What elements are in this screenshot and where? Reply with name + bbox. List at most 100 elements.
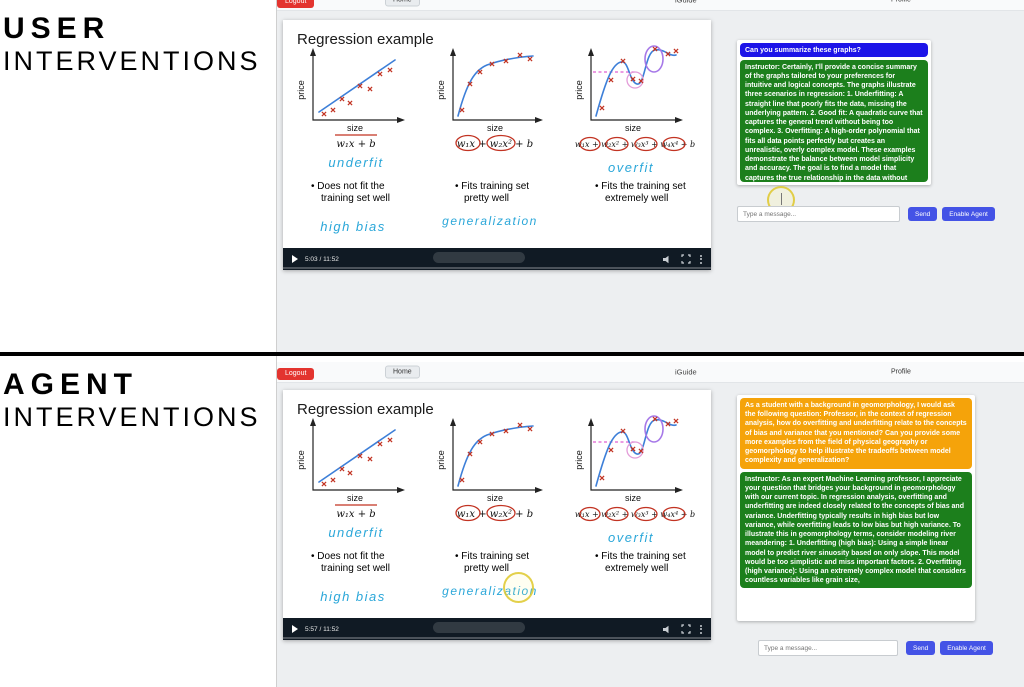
data-points xyxy=(599,416,679,481)
red-circle-annotations xyxy=(579,506,686,522)
purple-circle-annotation xyxy=(644,415,664,443)
y-axis-label: price xyxy=(296,450,306,470)
play-icon[interactable] xyxy=(292,625,298,633)
video-player: Regression example price size w₁x + b un… xyxy=(283,20,711,270)
overfit-label: overfit xyxy=(608,160,654,175)
enable-agent-button[interactable]: Enable Agent xyxy=(940,641,993,655)
instructor-chat-message: Instructor: Certainly, I'll provide a co… xyxy=(740,59,928,182)
menu-dots-icon[interactable] xyxy=(700,624,702,634)
top-navbar: Home iGuide Profile Logout xyxy=(277,362,1024,383)
y-axis-label: price xyxy=(574,450,584,470)
x-axis-label: size xyxy=(347,493,363,503)
red-circle-annotations xyxy=(455,504,516,522)
formula-quadratic: w₁x + w₂x² + b xyxy=(457,509,533,520)
generalization-label: generalization xyxy=(442,214,538,228)
quadratic-fit-curve xyxy=(457,55,534,117)
play-icon[interactable] xyxy=(292,255,298,263)
bullet-text: • Fits training set xyxy=(455,181,529,192)
annotation-highlight-ring xyxy=(503,572,534,603)
chat-history: Can you summarize these graphs? Instruct… xyxy=(737,40,931,185)
lecture-slide: Regression example price size w₁x + b un… xyxy=(296,401,695,604)
iguide-app-screenshot: Home iGuide Profile Logout Regression ex… xyxy=(277,356,1024,687)
send-button[interactable]: Send xyxy=(908,207,938,221)
wiggly-fit-curve xyxy=(595,48,677,117)
data-points xyxy=(599,46,679,111)
agent-interventions-panel: AGENT INTERVENTIONS Home iGuide Profile … xyxy=(0,356,1024,687)
bullet-text: training set well xyxy=(321,193,390,204)
message-input[interactable] xyxy=(758,640,898,656)
controls-right-cluster xyxy=(662,618,702,640)
message-composer: Send Enable Agent xyxy=(737,206,995,222)
bullet-text: extremely well xyxy=(605,193,668,204)
iguide-app-screenshot: Home iGuide Profile Logout Regression ex… xyxy=(277,0,1024,352)
high-bias-label: high bias xyxy=(320,589,386,604)
bullet-text: • Does not fit the xyxy=(311,181,385,192)
nav-profile-link[interactable]: Profile xyxy=(891,368,911,376)
data-points xyxy=(321,67,393,117)
overfit-label: overfit xyxy=(608,530,654,545)
message-composer: Send Enable Agent xyxy=(758,640,993,656)
video-frame[interactable]: Regression example price size w₁x + b un… xyxy=(283,20,711,248)
nav-home-button[interactable]: Home xyxy=(385,0,420,7)
high-bias-label: high bias xyxy=(320,219,386,234)
controls-right-cluster xyxy=(662,248,702,270)
caption-overlay xyxy=(433,252,525,263)
overfit-graph: price size w₁x + w₂x² + w₃x³ + w₄x⁴ + b … xyxy=(574,415,695,574)
formula-linear: w₁x + b xyxy=(336,139,375,150)
menu-dots-icon[interactable] xyxy=(700,254,702,264)
pink-circle-annotation xyxy=(626,441,644,459)
bullet-text: extremely well xyxy=(605,563,668,574)
bullet-text: • Fits training set xyxy=(455,551,529,562)
user-interventions-panel: USER INTERVENTIONS Home iGuide Profile L… xyxy=(3,0,1024,352)
panel-caption-subtitle: INTERVENTIONS xyxy=(3,45,261,76)
text-cursor-icon xyxy=(781,193,782,205)
x-axis-label: size xyxy=(487,123,503,133)
message-input[interactable] xyxy=(737,206,900,222)
overfit-graph: price size w₁x + w₂x² + w₃x³ + w₄x⁴ + b … xyxy=(574,45,695,204)
bullet-text: training set well xyxy=(321,563,390,574)
data-points xyxy=(321,437,393,487)
quadratic-fit-curve xyxy=(457,425,534,487)
panel-caption-subtitle: INTERVENTIONS xyxy=(3,401,261,432)
agent-chat-message: As a student with a background in geomor… xyxy=(740,398,972,469)
top-navbar: Home iGuide Profile Logout xyxy=(277,0,1024,11)
progress-bar[interactable] xyxy=(283,637,711,639)
red-circle-annotations xyxy=(579,136,686,152)
bullet-text: • Fits the training set xyxy=(595,181,686,192)
logout-button[interactable]: Logout xyxy=(277,0,315,8)
underfit-label: underfit xyxy=(328,155,383,170)
volume-icon[interactable] xyxy=(662,625,672,634)
logout-button[interactable]: Logout xyxy=(277,367,315,380)
app-brand: iGuide xyxy=(675,367,697,377)
enable-agent-button[interactable]: Enable Agent xyxy=(942,207,995,221)
nav-profile-link[interactable]: Profile xyxy=(891,0,911,4)
linear-fit-line xyxy=(318,429,396,483)
good-fit-graph: price size w₁x + w₂x² + b • Fits trainin… xyxy=(436,48,543,228)
video-controls: 5:03 / 11:52 xyxy=(283,248,711,270)
panel-caption: USER INTERVENTIONS xyxy=(3,12,275,76)
underfit-graph: price size w₁x + b underfit • Does not f… xyxy=(296,418,405,604)
red-circle-annotations xyxy=(455,134,516,152)
bullet-text: • Fits the training set xyxy=(595,551,686,562)
volume-icon[interactable] xyxy=(662,255,672,264)
underfit-graph: price size w₁x + b underfit • Does not f… xyxy=(296,48,405,234)
bullet-text: • Does not fit the xyxy=(311,551,385,562)
pink-circle-annotation xyxy=(626,71,644,89)
lecture-slide: Regression example price size w₁x + b un… xyxy=(296,31,695,234)
video-timestamp: 5:03 / 11:52 xyxy=(305,255,339,263)
panel-caption-title: USER xyxy=(3,12,111,45)
progress-bar[interactable] xyxy=(283,267,711,269)
fullscreen-icon[interactable] xyxy=(681,624,691,634)
bullet-text: pretty well xyxy=(464,563,509,574)
send-button[interactable]: Send xyxy=(906,641,936,655)
video-controls: 5:57 / 11:52 xyxy=(283,618,711,640)
panel-caption: AGENT INTERVENTIONS xyxy=(3,368,275,432)
chat-history: As a student with a background in geomor… xyxy=(737,395,975,621)
video-frame[interactable]: Regression example price size w₁x + b un… xyxy=(283,390,711,618)
slide-title: Regression example xyxy=(297,31,434,48)
nav-home-button[interactable]: Home xyxy=(385,365,420,379)
wiggly-fit-curve xyxy=(595,418,677,487)
linear-fit-line xyxy=(318,59,396,113)
x-axis-label: size xyxy=(487,493,503,503)
fullscreen-icon[interactable] xyxy=(681,254,691,264)
